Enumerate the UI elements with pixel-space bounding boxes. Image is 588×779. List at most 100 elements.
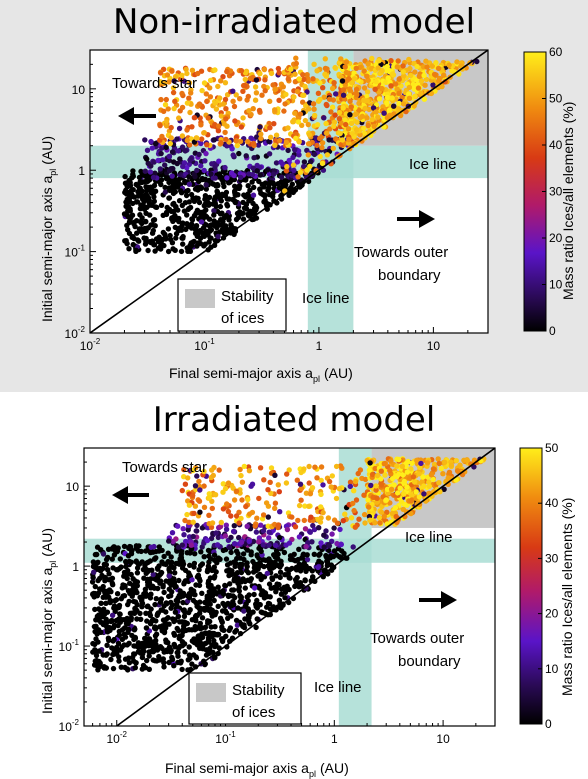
- data-point: [318, 464, 325, 470]
- data-point: [374, 495, 380, 501]
- data-point: [141, 575, 147, 581]
- data-point: [198, 163, 204, 169]
- data-point: [276, 97, 282, 104]
- data-point: [187, 562, 193, 568]
- data-point: [218, 140, 224, 146]
- data-point: [287, 567, 293, 573]
- data-point: [166, 79, 172, 85]
- data-point: [103, 616, 109, 622]
- data-point: [206, 565, 212, 571]
- data-point: [145, 160, 151, 167]
- data-point: [372, 86, 378, 93]
- scatter-points: [89, 456, 487, 673]
- data-point: [347, 98, 353, 105]
- data-point: [114, 591, 121, 597]
- data-point: [321, 94, 327, 100]
- data-point: [158, 238, 165, 244]
- data-point: [209, 642, 215, 648]
- data-point: [424, 460, 431, 466]
- data-point: [253, 77, 260, 83]
- data-point: [168, 582, 174, 588]
- data-point: [337, 463, 344, 469]
- data-point: [324, 152, 331, 158]
- data-point: [196, 101, 202, 108]
- data-point: [151, 159, 157, 165]
- data-point: [187, 607, 193, 613]
- data-point: [364, 89, 371, 95]
- data-point: [353, 86, 360, 93]
- data-point: [391, 482, 397, 488]
- data-point: [266, 151, 273, 157]
- data-point: [131, 658, 137, 664]
- data-point: [297, 184, 303, 190]
- data-point: [207, 575, 214, 581]
- data-point: [201, 209, 207, 215]
- data-point: [189, 67, 196, 74]
- data-point: [433, 60, 439, 66]
- data-point: [259, 588, 266, 594]
- x-tick-label: 1: [331, 732, 338, 746]
- data-point: [187, 655, 193, 662]
- data-point: [218, 113, 225, 119]
- data-point: [369, 55, 375, 62]
- data-point: [250, 165, 256, 171]
- data-point: [292, 71, 298, 77]
- svg-text:of ices: of ices: [232, 704, 275, 721]
- data-point: [175, 627, 182, 634]
- data-point: [132, 626, 138, 632]
- data-point: [364, 98, 370, 104]
- data-point: [190, 519, 196, 525]
- data-point: [144, 603, 150, 610]
- data-point: [223, 522, 229, 528]
- data-point: [315, 90, 322, 97]
- data-point: [140, 566, 147, 573]
- data-point: [242, 76, 248, 83]
- data-point: [265, 187, 271, 193]
- annotation-towards-outer-line2: boundary: [378, 267, 441, 284]
- data-point: [295, 517, 301, 524]
- data-point: [172, 98, 178, 105]
- data-point: [436, 75, 443, 82]
- data-point: [204, 142, 210, 148]
- data-point: [188, 586, 194, 592]
- data-point: [269, 576, 276, 583]
- data-point: [255, 539, 262, 545]
- data-point: [318, 477, 324, 484]
- data-point: [273, 589, 279, 595]
- data-point: [158, 243, 164, 249]
- data-point: [306, 106, 312, 112]
- data-point: [275, 556, 281, 562]
- data-point: [143, 625, 150, 631]
- data-point: [238, 515, 244, 522]
- data-point: [336, 116, 343, 122]
- data-point: [242, 82, 248, 89]
- data-point: [236, 520, 242, 526]
- data-point: [268, 465, 275, 471]
- data-point: [146, 653, 152, 659]
- colorbar-tick-label: 20: [549, 231, 563, 245]
- data-point: [129, 175, 135, 181]
- data-point: [129, 587, 135, 593]
- data-point: [334, 520, 341, 526]
- data-point: [123, 203, 129, 209]
- data-point: [187, 242, 193, 248]
- data-point: [180, 241, 186, 247]
- data-point: [320, 509, 326, 516]
- data-point: [395, 471, 402, 478]
- data-point: [267, 125, 273, 131]
- data-point: [251, 591, 257, 598]
- data-point: [365, 77, 371, 84]
- data-point: [134, 230, 140, 236]
- data-point: [414, 457, 420, 463]
- data-point: [311, 551, 317, 557]
- data-point: [367, 460, 373, 466]
- data-point: [170, 89, 177, 96]
- data-point: [94, 551, 100, 558]
- data-point: [273, 132, 280, 138]
- data-point: [389, 475, 396, 482]
- data-point: [206, 553, 212, 559]
- data-point: [220, 101, 227, 107]
- data-point: [421, 96, 428, 102]
- arrow-right-icon: [397, 210, 435, 228]
- data-point: [192, 551, 198, 557]
